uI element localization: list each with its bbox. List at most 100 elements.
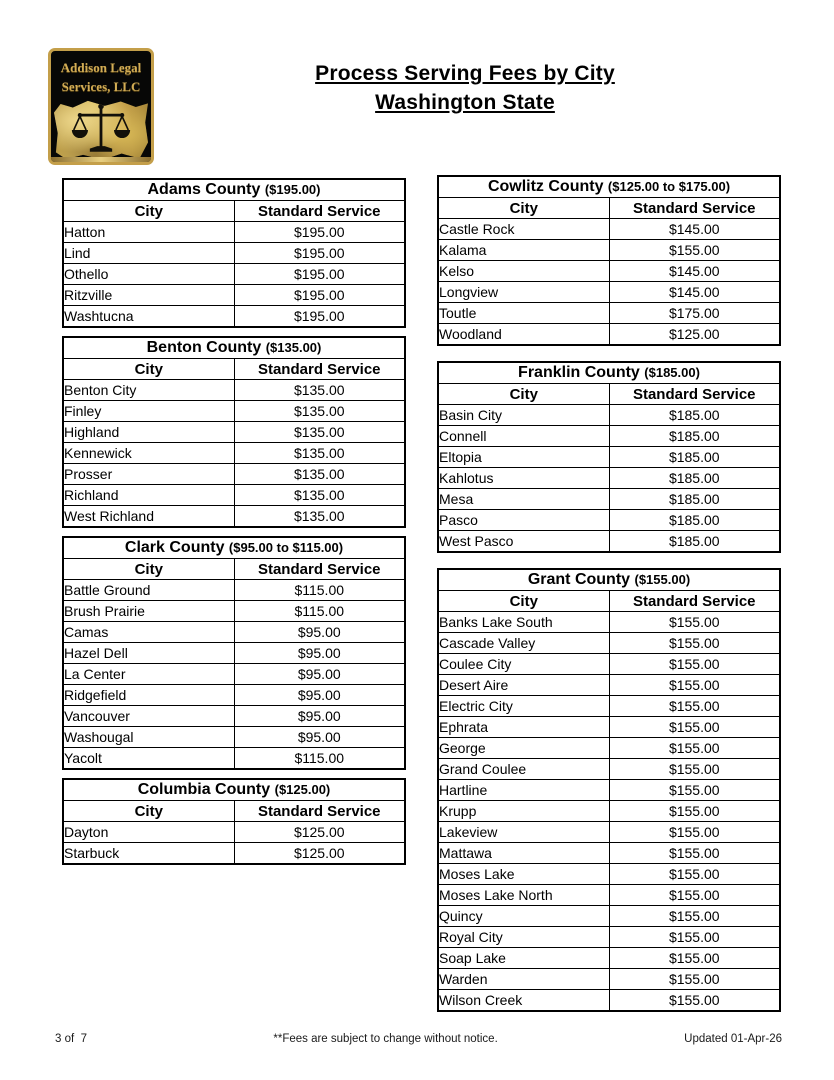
fee-cell: $155.00 bbox=[608, 926, 781, 948]
fee-cell: $155.00 bbox=[608, 800, 781, 822]
fee-cell: $155.00 bbox=[608, 716, 781, 738]
page-title-line1: Process Serving Fees by City bbox=[315, 62, 615, 85]
city-cell: Woodland bbox=[437, 323, 610, 346]
county-fee-table: Columbia County ($125.00) City Standard … bbox=[62, 778, 406, 865]
table-row: Washtucna $195.00 bbox=[62, 305, 406, 328]
city-cell: Brush Prairie bbox=[62, 600, 235, 622]
city-cell: George bbox=[437, 737, 610, 759]
fee-cell: $135.00 bbox=[233, 442, 406, 464]
fee-cell: $155.00 bbox=[608, 779, 781, 801]
city-column-header: City bbox=[62, 558, 235, 580]
city-cell: Wilson Creek bbox=[437, 989, 610, 1012]
fee-cell: $185.00 bbox=[608, 509, 781, 531]
county-table-title: Cowlitz County ($125.00 to $175.00) bbox=[437, 175, 781, 198]
city-cell: Dayton bbox=[62, 821, 235, 843]
fee-cell: $95.00 bbox=[233, 726, 406, 748]
left-table-column: Adams County ($195.00) City Standard Ser… bbox=[62, 178, 406, 873]
table-row: Electric City $155.00 bbox=[437, 695, 781, 717]
fee-cell: $115.00 bbox=[233, 747, 406, 770]
fee-cell: $135.00 bbox=[233, 421, 406, 443]
county-name: Benton County bbox=[146, 339, 266, 356]
county-table-title: Grant County ($155.00) bbox=[437, 568, 781, 591]
table-row: Wilson Creek $155.00 bbox=[437, 989, 781, 1012]
city-cell: Richland bbox=[62, 484, 235, 506]
county-table-title: Adams County ($195.00) bbox=[62, 178, 406, 201]
fee-cell: $155.00 bbox=[608, 695, 781, 717]
table-row: Royal City $155.00 bbox=[437, 926, 781, 948]
right-table-column: Cowlitz County ($125.00 to $175.00) City… bbox=[437, 175, 781, 1027]
city-cell: Washougal bbox=[62, 726, 235, 748]
table-row: Starbuck $125.00 bbox=[62, 842, 406, 865]
fee-column-header: Standard Service bbox=[608, 383, 781, 405]
logo-company-name: Addison Legal Services, LLC bbox=[51, 59, 151, 97]
city-cell: Moses Lake North bbox=[437, 884, 610, 906]
city-cell: Hazel Dell bbox=[62, 642, 235, 664]
fee-cell: $155.00 bbox=[608, 758, 781, 780]
county-fee-range: ($135.00) bbox=[265, 340, 322, 355]
table-row: Mattawa $155.00 bbox=[437, 842, 781, 864]
table-row: Battle Ground $115.00 bbox=[62, 579, 406, 601]
fee-cell: $95.00 bbox=[233, 621, 406, 643]
table-row: Kalama $155.00 bbox=[437, 239, 781, 261]
table-row: Hartline $155.00 bbox=[437, 779, 781, 801]
city-cell: Starbuck bbox=[62, 842, 235, 865]
page-footer: 3 of 7 **Fees are subject to change with… bbox=[55, 1033, 782, 1045]
county-fee-table: Cowlitz County ($125.00 to $175.00) City… bbox=[437, 175, 781, 346]
table-row: Othello $195.00 bbox=[62, 263, 406, 285]
city-cell: Kelso bbox=[437, 260, 610, 282]
fee-cell: $155.00 bbox=[608, 968, 781, 990]
city-cell: Ritzville bbox=[62, 284, 235, 306]
table-row: Basin City $185.00 bbox=[437, 404, 781, 426]
fee-cell: $195.00 bbox=[233, 242, 406, 264]
county-table-title: Clark County ($95.00 to $115.00) bbox=[62, 536, 406, 559]
city-cell: Finley bbox=[62, 400, 235, 422]
fee-cell: $115.00 bbox=[233, 579, 406, 601]
fee-column-header: Standard Service bbox=[233, 558, 406, 580]
fee-cell: $155.00 bbox=[608, 737, 781, 759]
scales-of-justice-icon bbox=[71, 103, 131, 152]
county-fee-table: Clark County ($95.00 to $115.00) City St… bbox=[62, 536, 406, 770]
fee-cell: $155.00 bbox=[608, 947, 781, 969]
table-row: West Pasco $185.00 bbox=[437, 530, 781, 553]
city-cell: Quincy bbox=[437, 905, 610, 927]
county-fee-range: ($155.00) bbox=[634, 572, 691, 587]
table-row: Camas $95.00 bbox=[62, 621, 406, 643]
table-row: Lind $195.00 bbox=[62, 242, 406, 264]
table-row: Hatton $195.00 bbox=[62, 221, 406, 243]
table-row: Grand Coulee $155.00 bbox=[437, 758, 781, 780]
fee-column-header: Standard Service bbox=[608, 590, 781, 612]
county-name: Clark County bbox=[124, 539, 229, 556]
county-table-title: Benton County ($135.00) bbox=[62, 336, 406, 359]
fee-cell: $95.00 bbox=[233, 684, 406, 706]
fee-cell: $195.00 bbox=[233, 263, 406, 285]
fee-cell: $155.00 bbox=[608, 842, 781, 864]
table-row: West Richland $135.00 bbox=[62, 505, 406, 528]
table-row: Richland $135.00 bbox=[62, 484, 406, 506]
table-row: Coulee City $155.00 bbox=[437, 653, 781, 675]
fee-cell: $135.00 bbox=[233, 379, 406, 401]
table-row: Banks Lake South $155.00 bbox=[437, 611, 781, 633]
fee-cell: $135.00 bbox=[233, 505, 406, 528]
table-row: Ephrata $155.00 bbox=[437, 716, 781, 738]
city-cell: Soap Lake bbox=[437, 947, 610, 969]
county-name: Franklin County bbox=[518, 364, 645, 381]
table-row: Toutle $175.00 bbox=[437, 302, 781, 324]
city-cell: Mattawa bbox=[437, 842, 610, 864]
city-cell: Basin City bbox=[437, 404, 610, 426]
table-row: Pasco $185.00 bbox=[437, 509, 781, 531]
fee-cell: $155.00 bbox=[608, 674, 781, 696]
county-fee-range: ($125.00) bbox=[274, 782, 331, 797]
table-row: Highland $135.00 bbox=[62, 421, 406, 443]
city-cell: Hartline bbox=[437, 779, 610, 801]
city-cell: Grand Coulee bbox=[437, 758, 610, 780]
fee-cell: $135.00 bbox=[233, 400, 406, 422]
fee-cell: $145.00 bbox=[608, 260, 781, 282]
table-row: Connell $185.00 bbox=[437, 425, 781, 447]
table-row: La Center $95.00 bbox=[62, 663, 406, 685]
fee-cell: $135.00 bbox=[233, 463, 406, 485]
city-column-header: City bbox=[62, 200, 235, 222]
page-number: 3 of 7 bbox=[55, 1033, 87, 1045]
county-fee-table: Adams County ($195.00) City Standard Ser… bbox=[62, 178, 406, 328]
city-column-header: City bbox=[62, 800, 235, 822]
fee-cell: $185.00 bbox=[608, 446, 781, 468]
